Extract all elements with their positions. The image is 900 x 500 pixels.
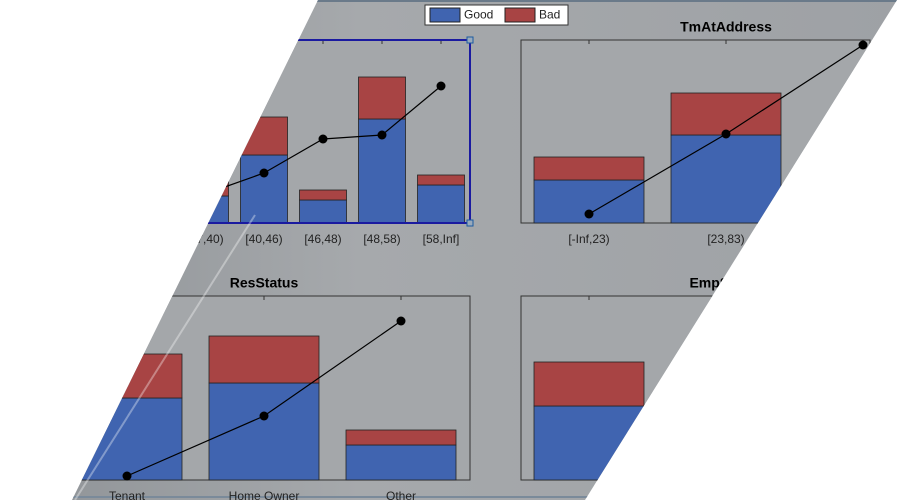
line-marker: [436, 81, 446, 91]
axes-title: TmAtAddress: [680, 19, 772, 35]
selection-handle: [466, 219, 474, 227]
bar-segment: [240, 154, 288, 224]
x-tick-label: Home Owner: [229, 489, 300, 500]
x-tick-label: [37,40): [186, 232, 223, 246]
bar-segment: [417, 184, 465, 224]
axes-title: EmpStatus: [689, 275, 762, 291]
bar-segment: [299, 189, 347, 201]
line-marker: [259, 168, 269, 178]
x-tick-label: [48,58): [363, 232, 400, 246]
bar-segment: [208, 382, 320, 481]
bar-segment: [417, 174, 465, 186]
line-marker: [377, 130, 387, 140]
bar-segment: [181, 176, 229, 197]
line-marker: [858, 40, 868, 50]
line-marker: [259, 411, 269, 421]
line-marker: [122, 471, 132, 481]
bar-segment: [240, 116, 288, 156]
legend-label: Good: [464, 8, 493, 22]
bar-segment: [345, 429, 457, 446]
x-tick-label: [-Inf,23): [568, 232, 609, 246]
bar-segment: [345, 444, 457, 481]
line-marker: [318, 134, 328, 144]
bar-segment: [208, 335, 320, 384]
line-marker: [584, 209, 594, 219]
bar-segment: [358, 76, 406, 120]
x-tick-label: [58,Inf]: [423, 232, 460, 246]
legend-label: Bad: [539, 8, 560, 22]
glare: [74, 214, 256, 500]
line-marker: [721, 129, 731, 139]
legend-swatch: [429, 7, 461, 23]
legend-swatch: [504, 7, 536, 23]
bar-segment: [670, 134, 782, 224]
line-marker: [200, 189, 210, 199]
bar-segment: [670, 92, 782, 136]
bar-segment: [72, 397, 183, 481]
bar-segment: [533, 156, 645, 181]
axes-title: ResStatus: [230, 275, 299, 291]
x-tick-label: Tenant: [109, 489, 146, 500]
x-tick-label: [23,83): [707, 232, 744, 246]
bar-segment: [72, 353, 183, 399]
bar-segment: [533, 405, 645, 481]
x-tick-label: [40,46): [245, 232, 282, 246]
bar-segment: [533, 361, 645, 407]
bar-segment: [181, 195, 229, 224]
bar-segment: [299, 199, 347, 224]
x-tick-label: [46,48): [304, 232, 341, 246]
line-marker: [396, 316, 406, 326]
x-tick-label: Other: [386, 489, 416, 500]
selection-handle: [466, 36, 474, 44]
